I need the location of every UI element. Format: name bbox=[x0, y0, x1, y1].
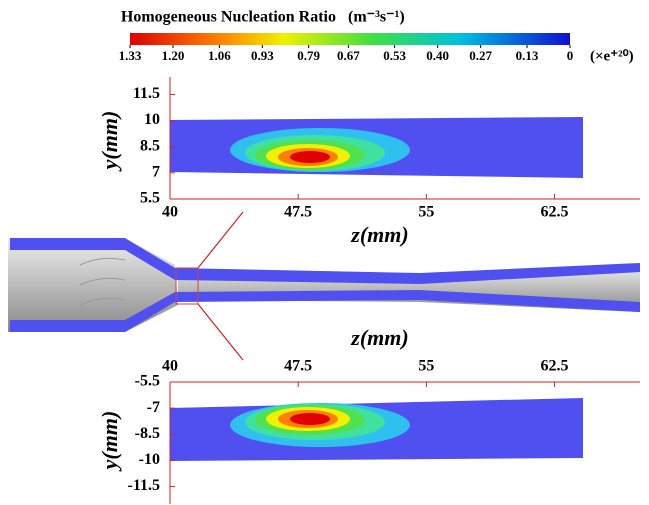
figure: Homogeneous Nucleation Ratio (m⁻³s⁻¹) (×e⁺… bbox=[0, 0, 649, 505]
colorbar-tick-label: 1.20 bbox=[162, 48, 185, 63]
colorbar-tick-label: 0.79 bbox=[297, 48, 320, 63]
x-tick-label: 40 bbox=[162, 358, 178, 375]
x-tick-label: 55 bbox=[418, 204, 434, 221]
colorbar-tick-label: 1.06 bbox=[208, 48, 231, 63]
colorbar-tick-label: 0.40 bbox=[426, 48, 449, 63]
y-tick-label: -8.5 bbox=[135, 425, 160, 442]
colorbar-tick-label: 0.53 bbox=[383, 48, 406, 63]
y-tick-label: 10 bbox=[144, 111, 160, 128]
colorbar-title: Homogeneous Nucleation Ratio bbox=[121, 9, 336, 26]
x-tick-label: 40 bbox=[162, 204, 178, 221]
x-tick-label: 47.5 bbox=[284, 358, 312, 375]
y-axis-label: y(mm) bbox=[97, 411, 122, 473]
y-tick-label: 7 bbox=[152, 164, 160, 181]
colorbar-tick-label: 0.27 bbox=[469, 48, 492, 63]
x-tick-label: 62.5 bbox=[541, 358, 569, 375]
x-tick-label: 47.5 bbox=[284, 204, 312, 221]
x-axis-label: z(mm) bbox=[350, 222, 408, 247]
x-axis-label: z(mm) bbox=[350, 325, 408, 350]
nozzle bbox=[8, 212, 640, 360]
colorbar-tick-label: 1.33 bbox=[119, 48, 142, 63]
y-tick-label: 11.5 bbox=[133, 85, 160, 102]
contour-top bbox=[230, 128, 410, 172]
colorbar-unit: (m⁻³s⁻¹) bbox=[348, 9, 405, 26]
colorbar-tick-label: 0.93 bbox=[251, 48, 274, 63]
x-tick-label: 62.5 bbox=[541, 204, 569, 221]
x-tick-label: 55 bbox=[418, 358, 434, 375]
colorbar bbox=[130, 33, 570, 45]
y-tick-label: -5.5 bbox=[135, 373, 160, 390]
y-axis-label: y(mm) bbox=[97, 111, 122, 173]
colorbar-tick-label: 0.67 bbox=[337, 48, 360, 63]
y-tick-label: -10 bbox=[139, 451, 160, 468]
colorbar-multiplier: (×e⁺²⁰) bbox=[590, 48, 634, 64]
y-tick-label: 5.5 bbox=[140, 190, 160, 207]
y-tick-label: -11.5 bbox=[128, 477, 160, 494]
y-tick-label: -7 bbox=[147, 399, 160, 416]
colorbar-tick-label: 0 bbox=[567, 48, 574, 63]
page: {"chart_data": [ {"type": "contour", "xl… bbox=[0, 0, 649, 505]
y-tick-label: 8.5 bbox=[140, 137, 160, 154]
colorbar-tick-label: 0.13 bbox=[516, 48, 539, 63]
contour-bottom bbox=[230, 403, 410, 447]
